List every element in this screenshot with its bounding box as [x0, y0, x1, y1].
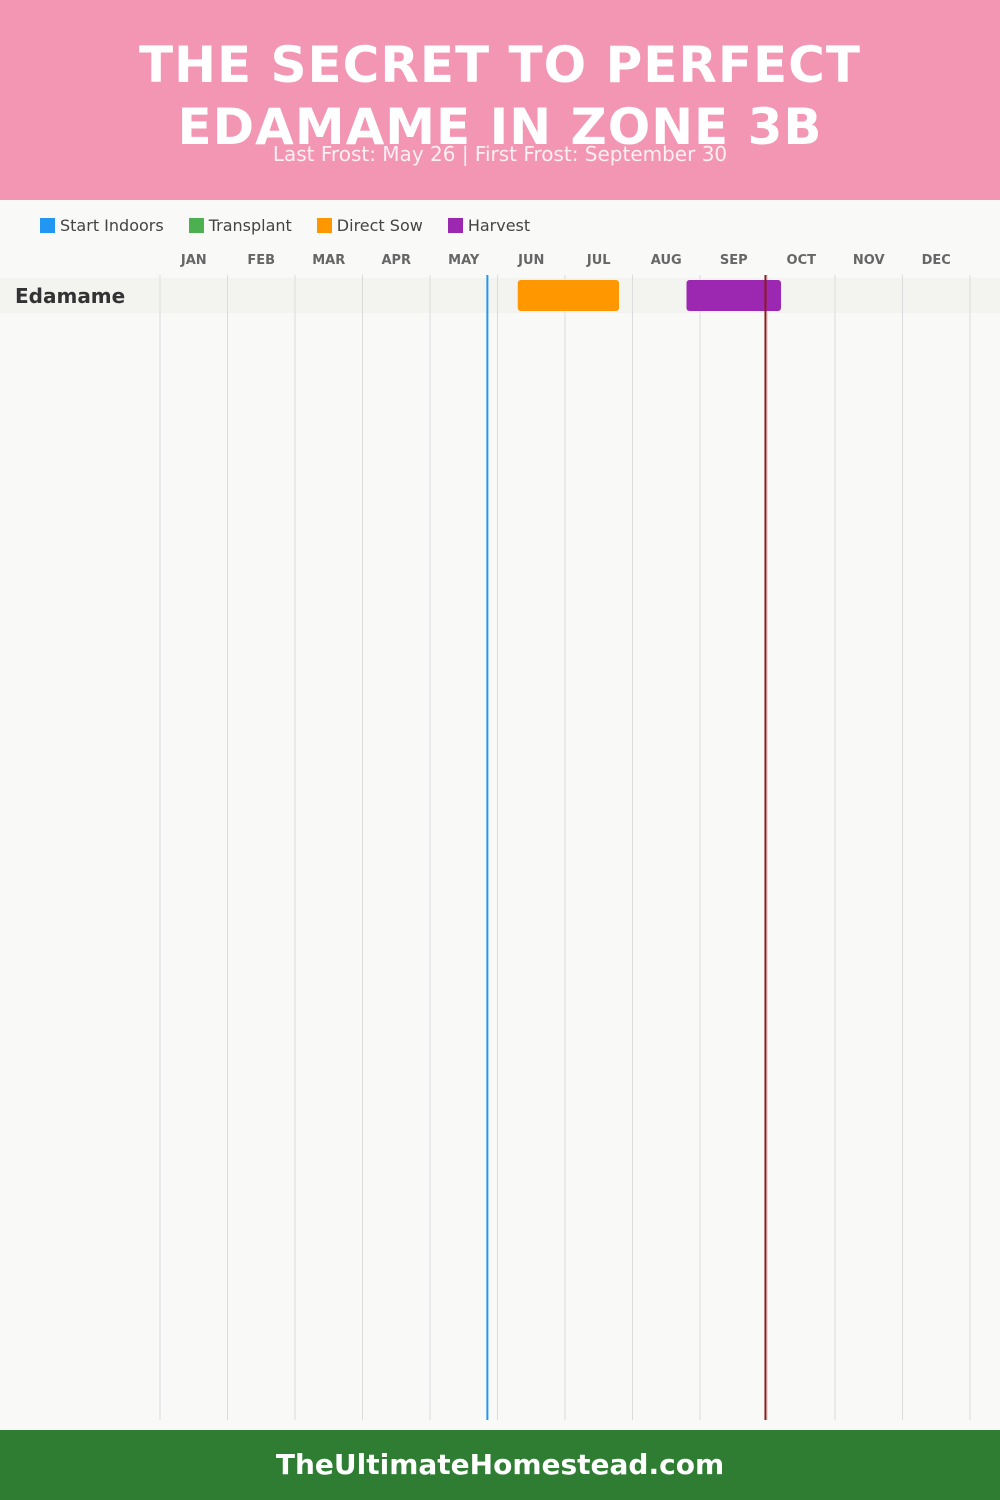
legend-label-direct-sow: Direct Sow: [336, 215, 423, 235]
month-label-jan: JAN: [180, 253, 207, 268]
header-banner: THE SECRET TO PERFECT EDAMAME IN ZONE 3B…: [0, 0, 1000, 200]
month-label-feb: FEB: [247, 253, 275, 268]
month-label-jun: JUN: [517, 253, 544, 268]
legend-item-transplant: Transplant: [188, 215, 292, 235]
legend-label-transplant: Transplant: [208, 215, 292, 235]
crop-label-edamame: Edamame: [15, 284, 125, 308]
month-label-may: MAY: [448, 253, 480, 268]
site-link[interactable]: TheUltimateHomestead.com: [275, 1448, 725, 1481]
bar-direct-sow: [517, 280, 619, 311]
month-label-mar: MAR: [312, 253, 345, 268]
legend-swatch-harvest: [447, 217, 463, 233]
month-label-dec: DEC: [922, 253, 951, 268]
legend-item-start-indoors: Start Indoors: [40, 216, 164, 235]
bar-harvest: [686, 280, 781, 311]
month-label-apr: APR: [381, 253, 411, 268]
legend-item-direct-sow: Direct Sow: [316, 215, 423, 235]
legend-swatch-direct-sow: [316, 217, 332, 233]
legend-swatch-transplant: [188, 217, 204, 233]
legend: Start Indoors Transplant Direct Sow Harv…: [40, 214, 555, 236]
legend-label-start-indoors: Start Indoors: [60, 215, 164, 235]
month-label-oct: OCT: [787, 253, 817, 268]
page-title: THE SECRET TO PERFECT EDAMAME IN ZONE 3B: [139, 36, 861, 156]
legend-label-harvest: Harvest: [467, 215, 531, 235]
month-label-sep: SEP: [720, 253, 748, 268]
frost-dates-subtitle: Last Frost: May 26 | First Frost: Septem…: [272, 142, 728, 166]
legend-swatch-start-indoors: [40, 217, 55, 233]
month-label-aug: AUG: [651, 253, 682, 268]
footer-banner: TheUltimateHomestead.com: [0, 1430, 1000, 1500]
legend-item-harvest: Harvest: [447, 215, 531, 235]
month-label-nov: NOV: [853, 253, 885, 268]
month-label-jul: JUL: [586, 253, 611, 268]
row-band-edamame: [0, 278, 1000, 313]
